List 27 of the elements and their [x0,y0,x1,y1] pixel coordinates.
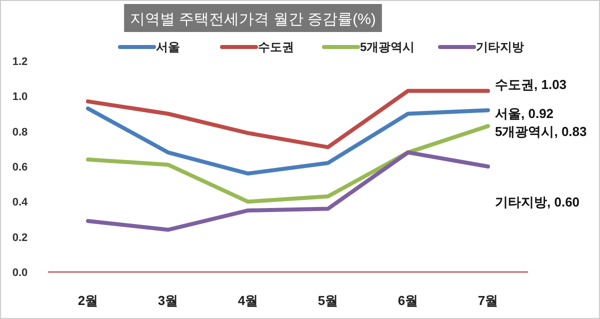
title: 지역별 주택전세가격 월간 증감률(%) [124,4,382,32]
y-tick-label: 0.4 [12,196,29,209]
legend-label: 서울 [156,40,180,54]
y-tick-label: 0.0 [12,267,28,279]
y-tick-label: 0.2 [12,232,28,244]
x-tick-label: 2월 [78,293,98,308]
annotation: 서울, 0.92 [495,106,554,122]
chart-title: 지역별 주택전세가격 월간 증감률(%) [130,11,376,28]
line-series [86,150,490,232]
annotation: 5개광역시, 0.83 [495,124,587,140]
annotation: 수도권, 1.03 [495,76,567,92]
x-tick-label: 5월 [318,293,338,308]
y-tick-label: 1.2 [12,56,28,68]
line-series [86,124,490,204]
y-tick-label: 0.8 [12,126,28,138]
y-tick-label: 1.0 [12,91,28,104]
x-tick-label: 4월 [238,293,258,308]
legend-label: 수도권 [258,40,294,54]
x-tick-label: 6월 [398,293,418,308]
line-series [86,106,490,176]
legend-label: 기타지방 [476,40,524,54]
x-tick-label: 3월 [158,293,178,308]
line-series [86,88,490,150]
y-tick-label: 0.6 [12,162,28,174]
legend-label: 5개광역시 [360,40,415,54]
annotation: 기타지방, 0.60 [495,194,580,210]
x-tick-label: 7월 [478,293,498,308]
